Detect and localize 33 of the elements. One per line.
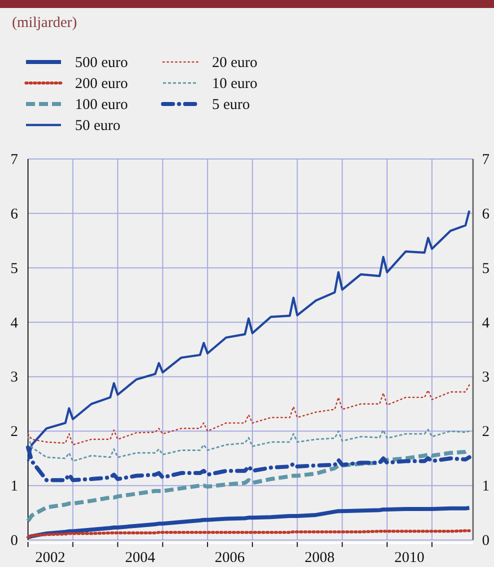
y-tick-label: 1 <box>10 478 18 495</box>
y2-tick-label: 2 <box>482 424 490 440</box>
y-tick-label: 2 <box>10 424 18 440</box>
line-series <box>26 506 472 540</box>
y-tick-label: 0 <box>10 533 18 549</box>
x-tick-label: 2002 <box>35 550 66 566</box>
y2-tick-label: 0 <box>482 533 490 549</box>
y2-tick-label: 4 <box>482 315 490 332</box>
y2-tick-label: 5 <box>482 260 490 277</box>
line-series <box>27 384 470 446</box>
x-tick-label: 2010 <box>394 550 424 566</box>
y2-tick-label: 6 <box>482 206 490 222</box>
legend-label: 50 euro <box>75 118 120 134</box>
y2-tick-label: 7 <box>482 152 490 168</box>
y-tick-label: 5 <box>10 260 18 277</box>
line-series <box>26 529 471 539</box>
x-tick-label: 2008 <box>304 550 335 566</box>
legend-label: 100 euro <box>75 97 128 113</box>
legend-label: 10 euro <box>212 76 258 92</box>
x-tick-label: 2006 <box>214 550 246 566</box>
legend-label: 20 euro <box>212 55 258 71</box>
line-series <box>27 428 470 462</box>
x-tick-label: 2004 <box>125 550 156 566</box>
legend-label: 200 euro <box>75 76 128 92</box>
legend-label: 5 euro <box>212 97 250 113</box>
y2-tick-label: 1 <box>482 478 490 495</box>
legend-label: 500 euro <box>75 55 128 71</box>
chart-subtitle: (miljarder) <box>12 15 77 31</box>
y2-tick-label: 3 <box>482 370 490 386</box>
y-tick-label: 7 <box>10 152 18 168</box>
y-tick-label: 4 <box>10 315 18 332</box>
y-tick-label: 3 <box>10 370 18 386</box>
y-tick-label: 6 <box>10 206 18 222</box>
